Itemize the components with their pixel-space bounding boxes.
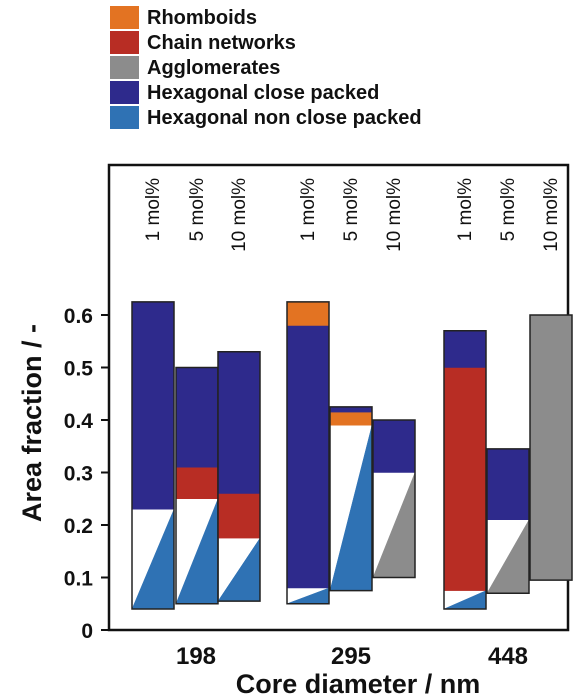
segment-hexagonal-close-packed [486,448,530,520]
legend-label-rhomboids: Rhomboids [147,7,257,29]
concentration-label: 1 mol% [298,178,319,241]
bar-outline [329,406,373,592]
x-axis-title: Core diameter / nm [236,669,481,697]
bar-448-10-mol [529,314,573,581]
segment-rhomboids [286,301,330,326]
segment-hexagonal-non-close-packed [329,425,373,591]
segment-hexagonal-non-close-packed [131,509,175,610]
bar-outline [529,314,573,581]
segment-hexagonal-non-close-packed [217,537,261,602]
bar-outline [217,351,261,602]
x-category-label: 295 [331,643,371,670]
y-tick-label: 0.3 [64,463,93,486]
segment-chain-networks [217,493,261,539]
bar-295-10-mol [372,419,416,579]
y-tick-label: 0.1 [64,568,94,591]
segment-hexagonal-close-packed [329,406,373,413]
bars [131,301,573,610]
y-axis-ticks: 0 0.1 0.2 0.3 0.4 0.5 0.6 [64,305,109,643]
y-tick-label: 0 [81,620,93,643]
concentration-label: 5 mol% [341,178,362,241]
segment-agglomerates [529,314,573,581]
segment-hexagonal-non-close-packed [175,498,219,604]
concentration-labels: 1 mol% 5 mol% 10 mol% 1 mol% 5 mol% 10 mol% 1 … [143,178,562,252]
segment-hexagonal-non-close-packed [286,587,330,604]
bar-448-5-mol [486,448,530,594]
bar-198-10-mol [217,351,261,602]
concentration-label: 5 mol% [498,178,519,241]
segment-hexagonal-close-packed [217,351,261,494]
legend: Rhomboids Chain networks Agglomerates Hexag… [110,6,422,129]
segment-hexagonal-close-packed [131,301,175,510]
x-category-label: 448 [488,643,528,670]
bar-295-1-mol [286,301,330,605]
bar-outline [486,448,530,594]
y-tick-label: 0.5 [64,358,94,381]
segment-rhomboids [329,411,373,426]
legend-swatch-hexagonal-close-packed [110,81,139,104]
segment-hexagonal-close-packed [372,419,416,473]
legend-swatch-rhomboids [110,6,139,29]
bar-448-1-mol [443,330,487,610]
legend-label-agglomerates: Agglomerates [147,57,280,79]
y-tick-label: 0.4 [64,410,94,433]
legend-label-hexagonal-close-packed: Hexagonal close packed [147,82,379,104]
bar-295-5-mol [329,406,373,592]
legend-swatch-hexagonal-non-close-packed [110,106,139,129]
legend-swatch-chain-networks [110,31,139,54]
concentration-label: 5 mol% [187,178,208,241]
concentration-label: 1 mol% [143,178,164,241]
concentration-label: 10 mol% [541,178,562,252]
y-tick-label: 0.6 [64,305,93,328]
legend-label-chain-networks: Chain networks [147,32,296,54]
bar-outline [372,419,416,579]
segment-hexagonal-close-packed [286,325,330,589]
y-tick-label: 0.2 [64,515,93,538]
y-axis-title: Area fraction / - [17,324,47,522]
bar-outline [131,301,175,610]
segment-chain-networks [443,367,487,591]
concentration-label: 1 mol% [455,178,476,241]
bar-198-1-mol [131,301,175,610]
segment-hexagonal-close-packed [443,330,487,368]
segment-agglomerates [372,472,416,578]
concentration-label: 10 mol% [229,178,250,252]
bar-outline [443,330,487,610]
legend-label-hexagonal-non-close-packed: Hexagonal non close packed [147,107,422,129]
segment-hexagonal-close-packed [175,367,219,468]
bar-outline [286,301,330,605]
x-category-label: 198 [176,643,216,670]
bar-198-5-mol [175,366,219,605]
legend-swatch-agglomerates [110,56,139,79]
segment-chain-networks [175,467,219,499]
segment-hexagonal-non-close-packed [443,590,487,610]
segment-agglomerates [486,518,530,594]
x-axis-categories: 198 295 448 [176,643,528,670]
concentration-label: 10 mol% [384,178,405,252]
